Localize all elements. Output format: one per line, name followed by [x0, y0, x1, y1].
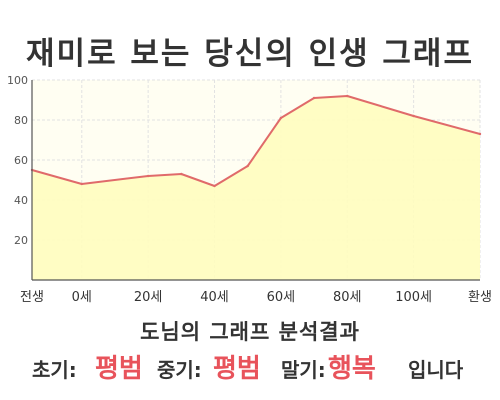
result-subtitle: 도님의 그래프 분석결과: [140, 320, 360, 344]
middle-value: 평범: [213, 354, 261, 384]
area-fill: [32, 96, 480, 280]
data-point: [312, 96, 316, 100]
data-point: [146, 174, 150, 178]
middle-label: 중기:: [157, 358, 202, 382]
data-point: [279, 116, 283, 120]
result-suffix: 입니다: [408, 358, 464, 382]
y-tick-label: 40: [14, 194, 28, 207]
late-value: 행복: [328, 354, 376, 384]
y-tick-label: 60: [14, 154, 28, 167]
late-label: 말기:: [281, 358, 326, 382]
x-tick-label: 100세: [395, 290, 432, 305]
x-tick-label: 20세: [134, 290, 163, 305]
data-point: [180, 172, 183, 176]
data-point: [346, 94, 349, 98]
x-tick-label: 80세: [333, 290, 362, 305]
data-point: [246, 164, 249, 168]
y-tick-label: 80: [14, 114, 28, 127]
chart-title: 재미로 보는 당신의 인생 그래프: [26, 36, 474, 72]
data-point: [213, 184, 216, 188]
x-tick-label: 전생: [20, 290, 44, 305]
data-point: [412, 114, 415, 118]
x-tick-label: 0세: [72, 290, 92, 305]
data-point: [80, 182, 83, 186]
x-tick-label: 환생: [468, 290, 492, 305]
early-label: 초기:: [32, 358, 77, 382]
x-tick-label: 40세: [200, 290, 229, 305]
y-tick-label: 20: [14, 234, 28, 247]
data-point: [478, 132, 482, 136]
result-summary: 초기: 평범 중기: 평범 말기: 행복 입니다: [0, 348, 500, 384]
early-value: 평범: [95, 354, 143, 384]
x-tick-label: 60세: [267, 290, 296, 305]
y-tick-label: 100: [7, 74, 28, 87]
